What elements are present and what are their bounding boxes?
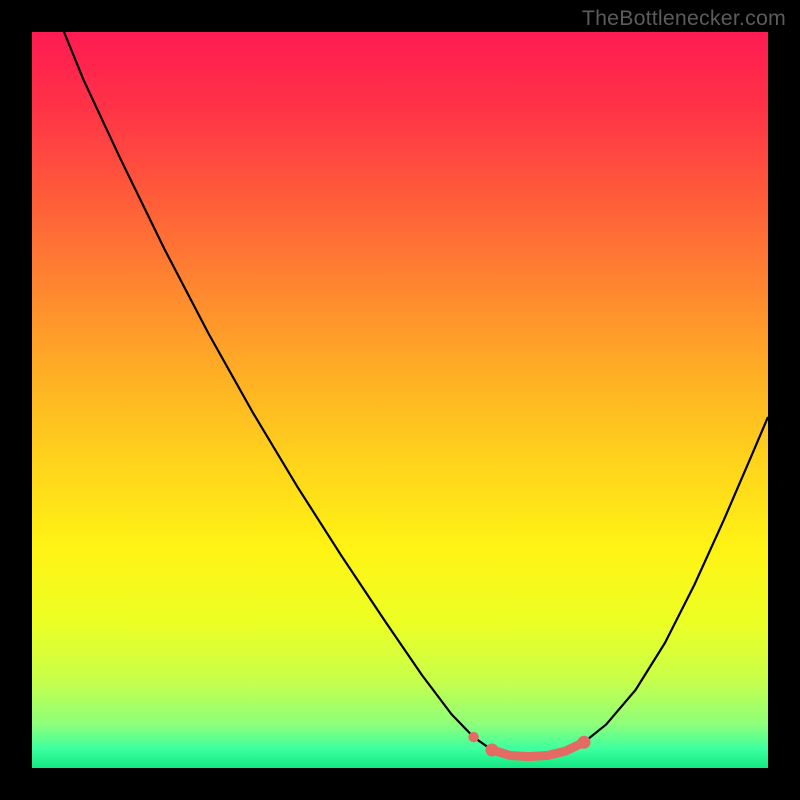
watermark-text: TheBottlenecker.com xyxy=(582,6,786,31)
highlight-extra-marker xyxy=(468,732,478,742)
chart-frame: TheBottlenecker.com xyxy=(0,0,800,800)
highlight-endpoint-left xyxy=(486,743,499,756)
bottleneck-curve-chart xyxy=(0,0,800,800)
plot-gradient-background xyxy=(32,32,768,768)
highlight-endpoint-right xyxy=(578,736,591,749)
